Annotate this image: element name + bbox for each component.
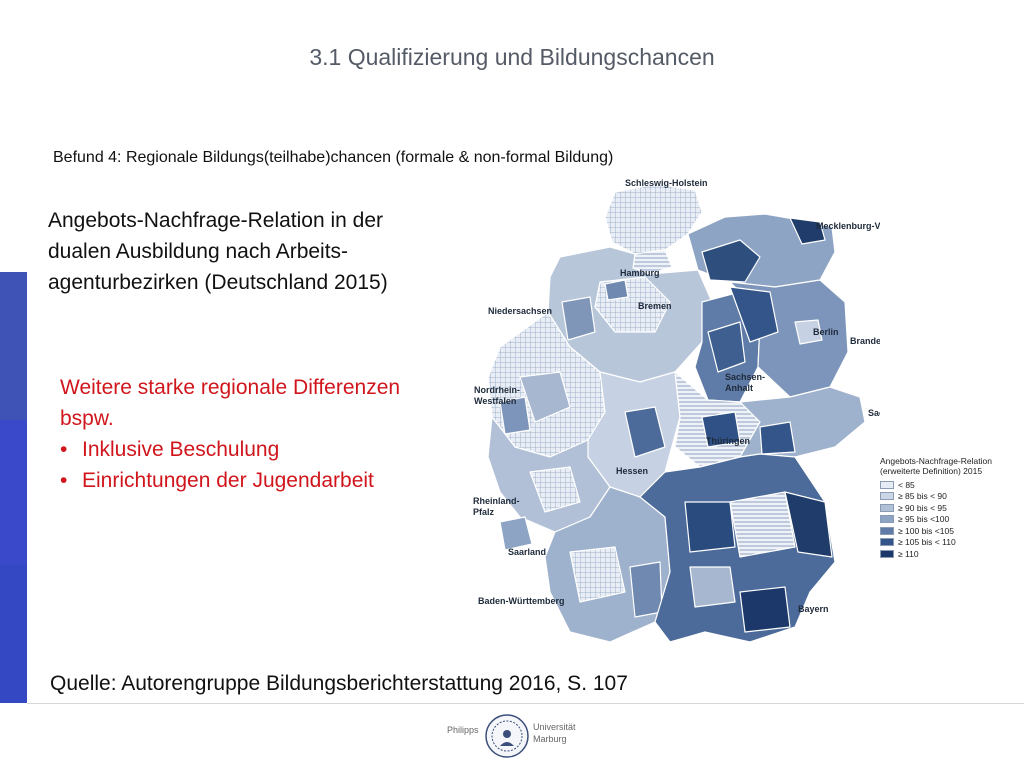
legend-label: ≥ 105 bis < 110 (898, 537, 956, 548)
legend-label: < 85 (898, 479, 915, 490)
legend-row: ≥ 100 bis <105 (880, 525, 992, 537)
legend-title: Angebots-Nachfrage-Relation (880, 456, 992, 466)
differences-note: Weitere starke regionale Differenzen bsp… (60, 372, 450, 496)
university-seal-icon (485, 714, 529, 758)
differences-list-item-text: Einrichtungen der Jugendarbeit (82, 469, 374, 492)
region-nrw-mid (499, 396, 531, 435)
map-label: Anhalt (725, 383, 753, 393)
legend-swatch (880, 492, 894, 501)
legend-label: ≥ 90 bis < 95 (898, 502, 947, 513)
differences-note-line: bspw. (60, 407, 114, 430)
legend-row: ≥ 90 bis < 95 (880, 502, 992, 514)
slide-title: 3.1 Qualifizierung und Bildungschancen (309, 44, 715, 70)
side-bar-segment (0, 565, 27, 703)
map-label: Rheinland- (473, 496, 520, 506)
region-bw-mid (629, 561, 663, 618)
legend-swatch (880, 503, 894, 512)
logo-word: Marburg (533, 734, 567, 744)
map-description: Angebots-Nachfrage-Relation in der duale… (48, 205, 448, 298)
map-label: Sachsen- (725, 372, 765, 382)
map-description-line: agenturbezirken (Deutschland 2015) (48, 271, 388, 294)
map-label: Hamburg (620, 268, 660, 278)
map-label: Westfalen (474, 396, 516, 406)
legend-label: ≥ 95 bis <100 (898, 514, 950, 525)
region-schleswig-holstein (604, 183, 703, 255)
map-label: Niedersachsen (488, 306, 552, 316)
finding-heading: Befund 4: Regionale Bildungs(teilhabe)ch… (53, 149, 614, 166)
differences-note-line: Weitere starke regionale Differenzen (60, 376, 401, 399)
region-bayern-dark (684, 501, 736, 553)
legend-row: ≥ 105 bis < 110 (880, 537, 992, 549)
legend-row: ≥ 85 bis < 90 (880, 491, 992, 503)
map-label: Hessen (616, 466, 648, 476)
bullet-icon: • (60, 438, 68, 461)
bullet-icon: • (60, 469, 68, 492)
legend-swatch (880, 515, 894, 524)
differences-list-item: • Einrichtungen der Jugendarbeit (60, 465, 450, 496)
map-legend: Angebots-Nachfrage-Relation (erweiterte … (880, 456, 992, 560)
region-mecklenburg-vorpommern-dark (789, 217, 826, 245)
differences-list-item: • Inklusive Beschulung (60, 434, 450, 465)
region-hessen-dark (624, 406, 666, 458)
legend-swatch (880, 480, 894, 489)
legend-swatch (880, 549, 894, 558)
region-bayern-hlines (729, 491, 796, 558)
legend-row: ≥ 110 (880, 548, 992, 560)
legend-label: ≥ 110 (898, 548, 919, 559)
map-label: Mecklenburg-Vorpommern (816, 221, 880, 231)
differences-list: • Inklusive Beschulung • Einrichtungen der… (60, 434, 450, 496)
map-label: Thüringen (706, 436, 750, 446)
region-saarland (499, 516, 533, 551)
map-description-line: Angebots-Nachfrage-Relation in der (48, 209, 384, 232)
source-citation: Quelle: Autorengruppe Bildungsberichters… (50, 672, 628, 695)
region-bayern-dark (784, 491, 833, 558)
region-bayern-dark (739, 586, 791, 633)
side-bar-segment (0, 272, 27, 420)
region-berlin (794, 319, 823, 345)
legend-label: ≥ 100 bis <105 (898, 525, 954, 536)
legend-label: ≥ 85 bis < 90 (898, 491, 947, 502)
region-niedersachsen-mid (561, 296, 596, 341)
map-label: Brandenburg (850, 336, 880, 346)
differences-list-item-text: Inklusive Beschulung (82, 438, 280, 461)
map-label: Bayern (798, 604, 829, 614)
region-rlp-hatch (529, 466, 581, 513)
region-thueringen-dark (701, 411, 741, 448)
map-label: Nordrhein- (474, 385, 520, 395)
region-bayern-light (689, 566, 736, 608)
map-label: Berlin (813, 327, 839, 337)
legend-row: < 85 (880, 479, 992, 491)
legend-row: ≥ 95 bis <100 (880, 514, 992, 526)
logo-word: Philipps (447, 725, 479, 735)
university-logo: Philipps Universität Marburg (445, 712, 585, 762)
footer-divider (27, 703, 1024, 704)
region-brandenburg-dark (729, 286, 779, 343)
legend-swatch (880, 526, 894, 535)
legend-swatch (880, 538, 894, 547)
map-label: Baden-Württemberg (478, 596, 565, 606)
map-label: Schleswig-Holstein (625, 178, 708, 188)
map-label: Saarland (508, 547, 546, 557)
map-label: Sachsen (868, 408, 880, 418)
region-sachsen-anhalt-dark (707, 321, 746, 373)
region-bremen (604, 279, 629, 301)
logo-word: Universität (533, 722, 576, 732)
legend-title: (erweiterte Definition) 2015 (880, 466, 983, 476)
region-sachsen-dark (759, 421, 796, 455)
map-description-line: dualen Ausbildung nach Arbeits- (48, 240, 349, 263)
region-bw-hatch (569, 546, 626, 603)
side-bar-segment (0, 420, 27, 565)
germany-map: Schleswig-Holstein Mecklenburg-Vorpommer… (473, 178, 880, 643)
map-label: Pfalz (473, 507, 495, 517)
map-label: Bremen (638, 301, 672, 311)
region-mecklenburg-vorpommern-dark (701, 239, 761, 283)
region-nrw-mid (519, 371, 571, 423)
